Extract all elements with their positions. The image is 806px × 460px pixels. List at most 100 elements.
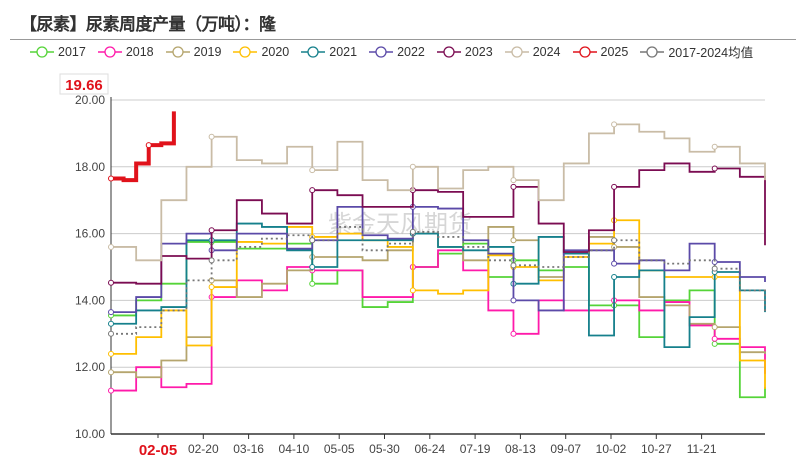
x-tick-label: 10-27 xyxy=(641,442,672,456)
legend-item[interactable]: 2017-2024均值 xyxy=(640,42,753,61)
data-point xyxy=(108,387,114,394)
data-point xyxy=(510,183,517,190)
data-point xyxy=(309,237,316,244)
data-point xyxy=(510,177,517,184)
series-line-2025 xyxy=(111,111,176,183)
data-point xyxy=(108,309,114,316)
legend-label: 2023 xyxy=(464,44,493,59)
data-point xyxy=(108,279,114,286)
legend-label: 2022 xyxy=(397,44,425,59)
legend-marker-icon xyxy=(301,45,326,58)
legend-item[interactable]: 2017 xyxy=(30,42,86,61)
legend-marker-icon xyxy=(369,45,394,58)
data-point xyxy=(309,187,316,194)
legend-marker-icon xyxy=(436,45,461,58)
x-tick-label: 05-05 xyxy=(324,442,355,456)
y-tick-label: 10.00 xyxy=(75,427,105,441)
data-point xyxy=(611,183,618,190)
data-point xyxy=(208,284,215,291)
legend-label: 2025 xyxy=(600,44,629,59)
data-point xyxy=(611,274,618,281)
legend-label: 2018 xyxy=(125,44,154,59)
hover-value-label: 19.66 xyxy=(65,77,103,94)
data-point xyxy=(409,228,416,235)
data-point xyxy=(409,287,416,294)
legend-marker-icon xyxy=(640,45,665,58)
legend-item[interactable]: 2025 xyxy=(572,42,629,61)
data-point xyxy=(208,227,215,234)
legend-item[interactable]: 2020 xyxy=(233,42,289,61)
series-line-2024 xyxy=(111,123,766,262)
legend-item[interactable]: 2021 xyxy=(301,42,357,61)
y-tick-label: 18.00 xyxy=(75,160,105,174)
series-line-2018 xyxy=(111,249,766,392)
data-point xyxy=(108,243,114,250)
x-tick-label: 03-16 xyxy=(233,442,264,456)
data-point xyxy=(309,264,316,270)
legend-label: 2019 xyxy=(193,44,222,59)
x-tick-label: 02-20 xyxy=(188,442,219,456)
data-point xyxy=(611,237,618,244)
x-tick-label: 04-10 xyxy=(279,442,310,456)
legend: 2017 2018 2019 2020 2021 2022 2023 2024 2025 2017… xyxy=(30,42,765,61)
series-line-2020 xyxy=(111,219,766,389)
data-point xyxy=(711,335,718,342)
legend-label: 2021 xyxy=(329,44,358,59)
data-point xyxy=(108,350,114,357)
data-point xyxy=(309,280,316,287)
data-point xyxy=(711,165,718,172)
data-point xyxy=(611,260,618,267)
hover-value-box xyxy=(59,73,109,95)
x-tick-label: 09-07 xyxy=(550,442,581,456)
legend-marker-icon xyxy=(30,45,54,58)
data-point xyxy=(208,257,215,264)
data-point xyxy=(711,324,718,331)
legend-marker-icon xyxy=(233,45,258,58)
hover-date-label: 02-05 xyxy=(139,442,177,459)
data-point xyxy=(711,143,718,150)
series-line-2017-2024均值 xyxy=(111,226,766,335)
data-point xyxy=(145,142,152,149)
legend-marker-icon xyxy=(504,45,529,58)
x-tick-label: 10-02 xyxy=(596,442,627,456)
data-point xyxy=(108,175,114,182)
x-tick-label: 07-19 xyxy=(460,442,491,456)
data-point xyxy=(409,163,416,170)
data-point xyxy=(208,133,215,140)
data-point xyxy=(711,265,718,272)
x-tick-label: 05-30 xyxy=(369,442,400,456)
data-point xyxy=(309,167,316,174)
data-point xyxy=(510,237,517,244)
x-tick-label: 08-13 xyxy=(505,442,536,456)
legend-item[interactable]: 2018 xyxy=(97,42,154,61)
series-line-2023 xyxy=(111,162,766,285)
hover-date-box xyxy=(134,438,182,458)
title-divider xyxy=(10,39,796,40)
data-point xyxy=(108,330,114,337)
y-tick-label: 12.00 xyxy=(75,360,105,374)
legend-label: 2017-2024均值 xyxy=(668,46,754,60)
data-point xyxy=(611,121,618,128)
data-point xyxy=(108,320,114,327)
x-tick-label: 06-24 xyxy=(414,442,445,456)
chart-title: 【尿素】尿素周度产量（万吨）：隆 xyxy=(20,15,276,35)
y-tick-label: 16.00 xyxy=(75,227,105,241)
data-point xyxy=(108,369,114,376)
series-line-2022 xyxy=(111,205,766,313)
x-tick-label: 11-21 xyxy=(687,442,717,456)
y-tick-label: 14.00 xyxy=(75,293,105,307)
data-point xyxy=(510,297,517,304)
legend-marker-icon xyxy=(165,45,190,58)
y-tick-label: 20.00 xyxy=(75,93,105,107)
legend-item[interactable]: 2022 xyxy=(369,42,425,61)
legend-item[interactable]: 2024 xyxy=(504,42,561,61)
legend-item[interactable]: 2019 xyxy=(165,42,222,61)
data-point xyxy=(510,262,517,269)
legend-label: 2024 xyxy=(532,44,561,59)
legend-label: 2017 xyxy=(58,44,86,59)
data-point xyxy=(711,340,718,347)
legend-item[interactable]: 2023 xyxy=(436,42,493,61)
legend-marker-icon xyxy=(572,45,597,58)
